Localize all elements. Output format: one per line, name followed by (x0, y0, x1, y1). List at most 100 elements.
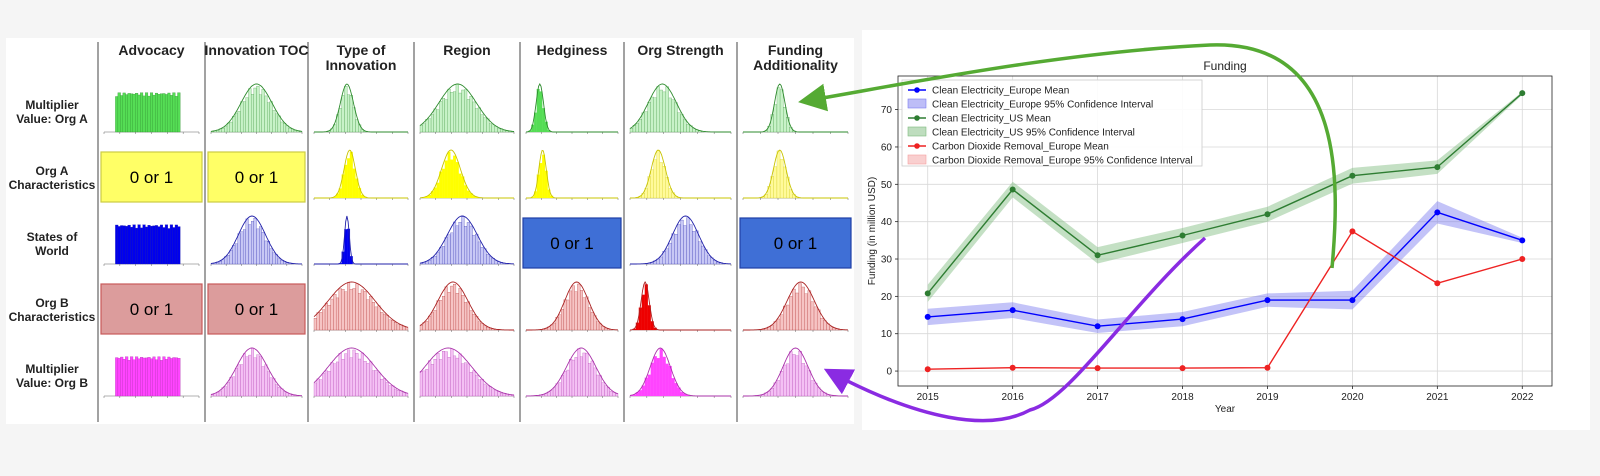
histogram-bar (464, 302, 468, 331)
histogram-bar (662, 356, 666, 397)
legend-label: Carbon Dioxide Removal_Europe Mean (932, 142, 1109, 153)
histogram-bar (813, 306, 818, 331)
legend-label: Carbon Dioxide Removal_Europe 95% Confid… (932, 156, 1193, 167)
histogram-bar (240, 364, 244, 397)
histogram-bar (137, 224, 141, 265)
histogram-bar (698, 241, 702, 265)
histogram-bar (132, 93, 136, 133)
data-point (1094, 252, 1101, 259)
histogram-2-1 (210, 215, 303, 266)
histogram-bar (226, 382, 230, 397)
histogram-bar (428, 259, 432, 265)
data-point (1094, 323, 1101, 330)
histogram-bar (155, 359, 158, 397)
histogram-bar (656, 358, 660, 397)
histogram-bar (232, 245, 236, 265)
histogram-bar (641, 385, 645, 397)
histogram-bar (391, 320, 395, 331)
histogram-0-6 (742, 83, 849, 134)
histogram-bar (590, 312, 594, 331)
histogram-bar (338, 353, 342, 397)
histogram-bar (447, 292, 451, 331)
histogram-bar (539, 162, 543, 199)
histogram-bar (801, 286, 805, 331)
histogram-bar (115, 96, 119, 133)
histogram-bar (319, 379, 323, 397)
histogram-bar (776, 150, 781, 199)
histogram-bar (344, 291, 348, 331)
histogram-bar (436, 251, 440, 265)
histogram-bar (789, 189, 793, 199)
histogram-bar (374, 306, 378, 331)
histogram-bar (447, 151, 451, 199)
column-header: Region (443, 42, 490, 58)
histogram-bar (277, 387, 281, 397)
histogram-bar (574, 291, 578, 331)
histogram-bar (807, 290, 812, 331)
histogram-bar (226, 255, 230, 265)
histogram-bar (388, 319, 392, 331)
histogram-bar (494, 260, 498, 265)
histogram-bar (798, 283, 802, 331)
histogram-bar (341, 95, 345, 133)
histogram-bar (322, 373, 326, 397)
histogram-bar (810, 301, 815, 331)
histogram-bar (662, 166, 666, 199)
histogram-bar (469, 225, 473, 265)
y-tick-label: 60 (881, 142, 893, 153)
histogram-bar (316, 312, 320, 331)
histogram-bar (259, 94, 262, 133)
histogram-bar (475, 233, 479, 265)
histogram-bar (405, 327, 409, 331)
histogram-bar (122, 225, 126, 265)
histogram-bar (349, 151, 353, 199)
histogram-bar (461, 363, 465, 397)
histogram-bar (433, 187, 437, 199)
histogram-bar (552, 322, 556, 331)
histogram-3-2 (313, 281, 409, 332)
data-point (1264, 297, 1271, 304)
histogram-bar (140, 357, 144, 397)
histogram-bar (433, 108, 437, 133)
histogram-bar (147, 95, 151, 133)
histogram-bar (164, 224, 168, 265)
histogram-bar (428, 118, 432, 133)
histogram-bar (823, 320, 827, 331)
histogram-bar (671, 378, 675, 397)
histogram-1-3 (419, 149, 515, 200)
y-tick-label: 30 (881, 255, 893, 266)
histogram-0-1 (210, 83, 303, 134)
histogram-bar (245, 97, 249, 133)
histogram-bar (125, 94, 129, 133)
histogram-bar (792, 354, 796, 397)
binary-cell (207, 151, 306, 203)
histogram-bar (333, 294, 337, 331)
histogram-bar (135, 227, 139, 265)
histogram-bar (425, 119, 429, 133)
histogram-bar (598, 375, 602, 397)
histogram-bar (455, 293, 459, 331)
histogram-bar (491, 124, 495, 133)
histogram-bar (552, 387, 556, 397)
histogram-bar (686, 217, 690, 265)
histogram-bar (466, 301, 470, 331)
histogram-bar (428, 315, 432, 331)
histogram-bar (172, 357, 176, 397)
histogram-bar (174, 96, 178, 133)
histogram-bar (245, 356, 249, 397)
histogram-bar (162, 227, 166, 265)
histogram-bar (363, 361, 367, 397)
histogram-bar (829, 326, 833, 331)
histogram-bar (491, 389, 495, 397)
histogram-bar (447, 357, 451, 397)
histogram-bar (453, 91, 457, 133)
funding-line-chart: 0 10 20 30 40 50 60 70 2015 2016 2017 2018 2019 2020 2… (867, 59, 1553, 415)
histogram-bar (683, 119, 687, 133)
histogram-bar (360, 194, 364, 199)
density-curve (419, 215, 515, 265)
histogram-bar (488, 123, 493, 133)
histogram-bar (477, 379, 481, 397)
histogram-bar (425, 321, 429, 331)
histogram-2-3 (419, 215, 515, 266)
x-tick-label: 2017 (1086, 392, 1109, 403)
